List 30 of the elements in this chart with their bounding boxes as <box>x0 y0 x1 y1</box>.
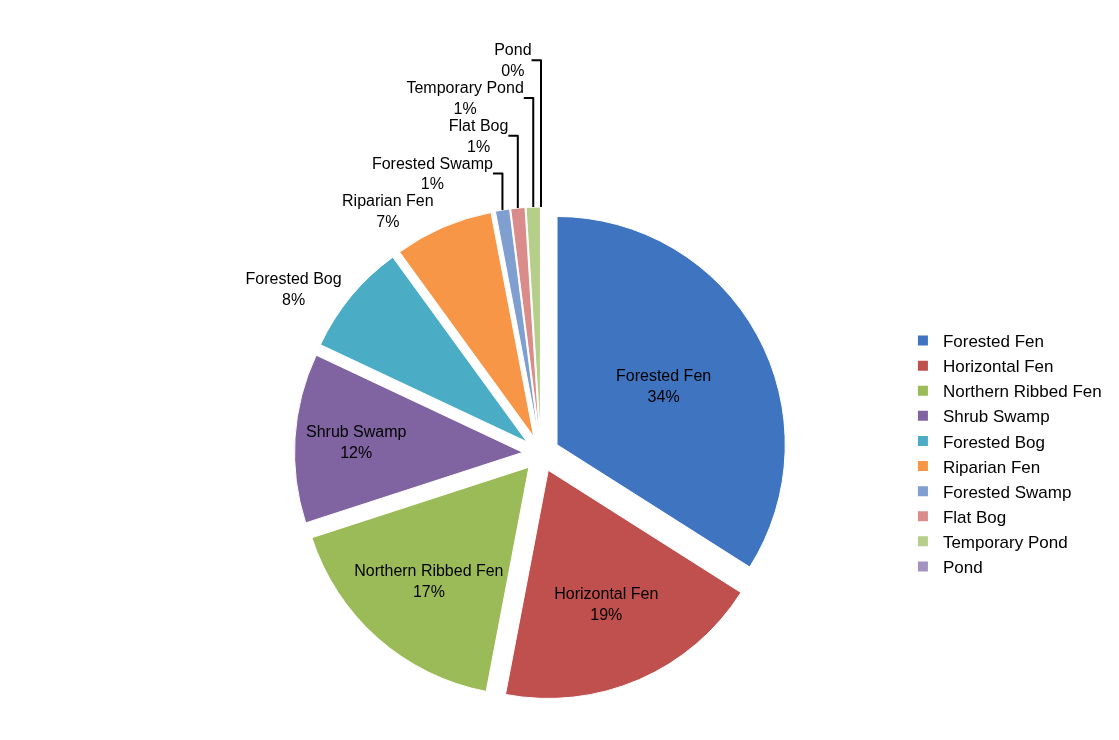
data-label: 19% <box>590 606 623 624</box>
slice-label: Flat Bog <box>448 116 509 134</box>
legend-label: Horizontal Fen <box>942 357 1054 377</box>
legend-label: Temporary Pond <box>942 532 1068 552</box>
legend-label: Riparian Fen <box>942 457 1041 477</box>
slice-label: Riparian Fen <box>342 192 434 210</box>
legend-label: Flat Bog <box>942 507 1007 527</box>
category-label: Pond <box>494 41 532 59</box>
data-label: 7% <box>376 213 400 231</box>
slice-label: Forested Swamp <box>371 154 493 172</box>
slice-label: Temporary Pond <box>406 79 524 97</box>
legend-label: Northern Ribbed Fen <box>942 382 1102 402</box>
legend-label: Forested Swamp <box>942 482 1072 502</box>
legend-label: Pond <box>942 558 983 578</box>
slice-label: Forested Bog <box>245 269 342 287</box>
data-label: 17% <box>412 582 445 600</box>
data-label: 1% <box>420 175 444 193</box>
legend-label: Shrub Swamp <box>942 407 1050 427</box>
slice-label: Northern Ribbed Fen <box>354 561 504 579</box>
legend-label: Forested Fen <box>942 332 1045 352</box>
data-label: 1% <box>466 137 491 155</box>
data-label: 12% <box>340 443 373 461</box>
slice-label: Horizontal Fen <box>554 585 659 603</box>
slice-label: Shrub Swamp <box>305 422 407 440</box>
data-label: 8% <box>282 290 306 308</box>
data-label: 1% <box>453 99 477 117</box>
legend-label: Forested Bog <box>942 432 1045 452</box>
data-label: 34% <box>647 388 680 405</box>
slice-label: Forested Fen <box>616 367 712 385</box>
text: 0% <box>501 62 525 80</box>
